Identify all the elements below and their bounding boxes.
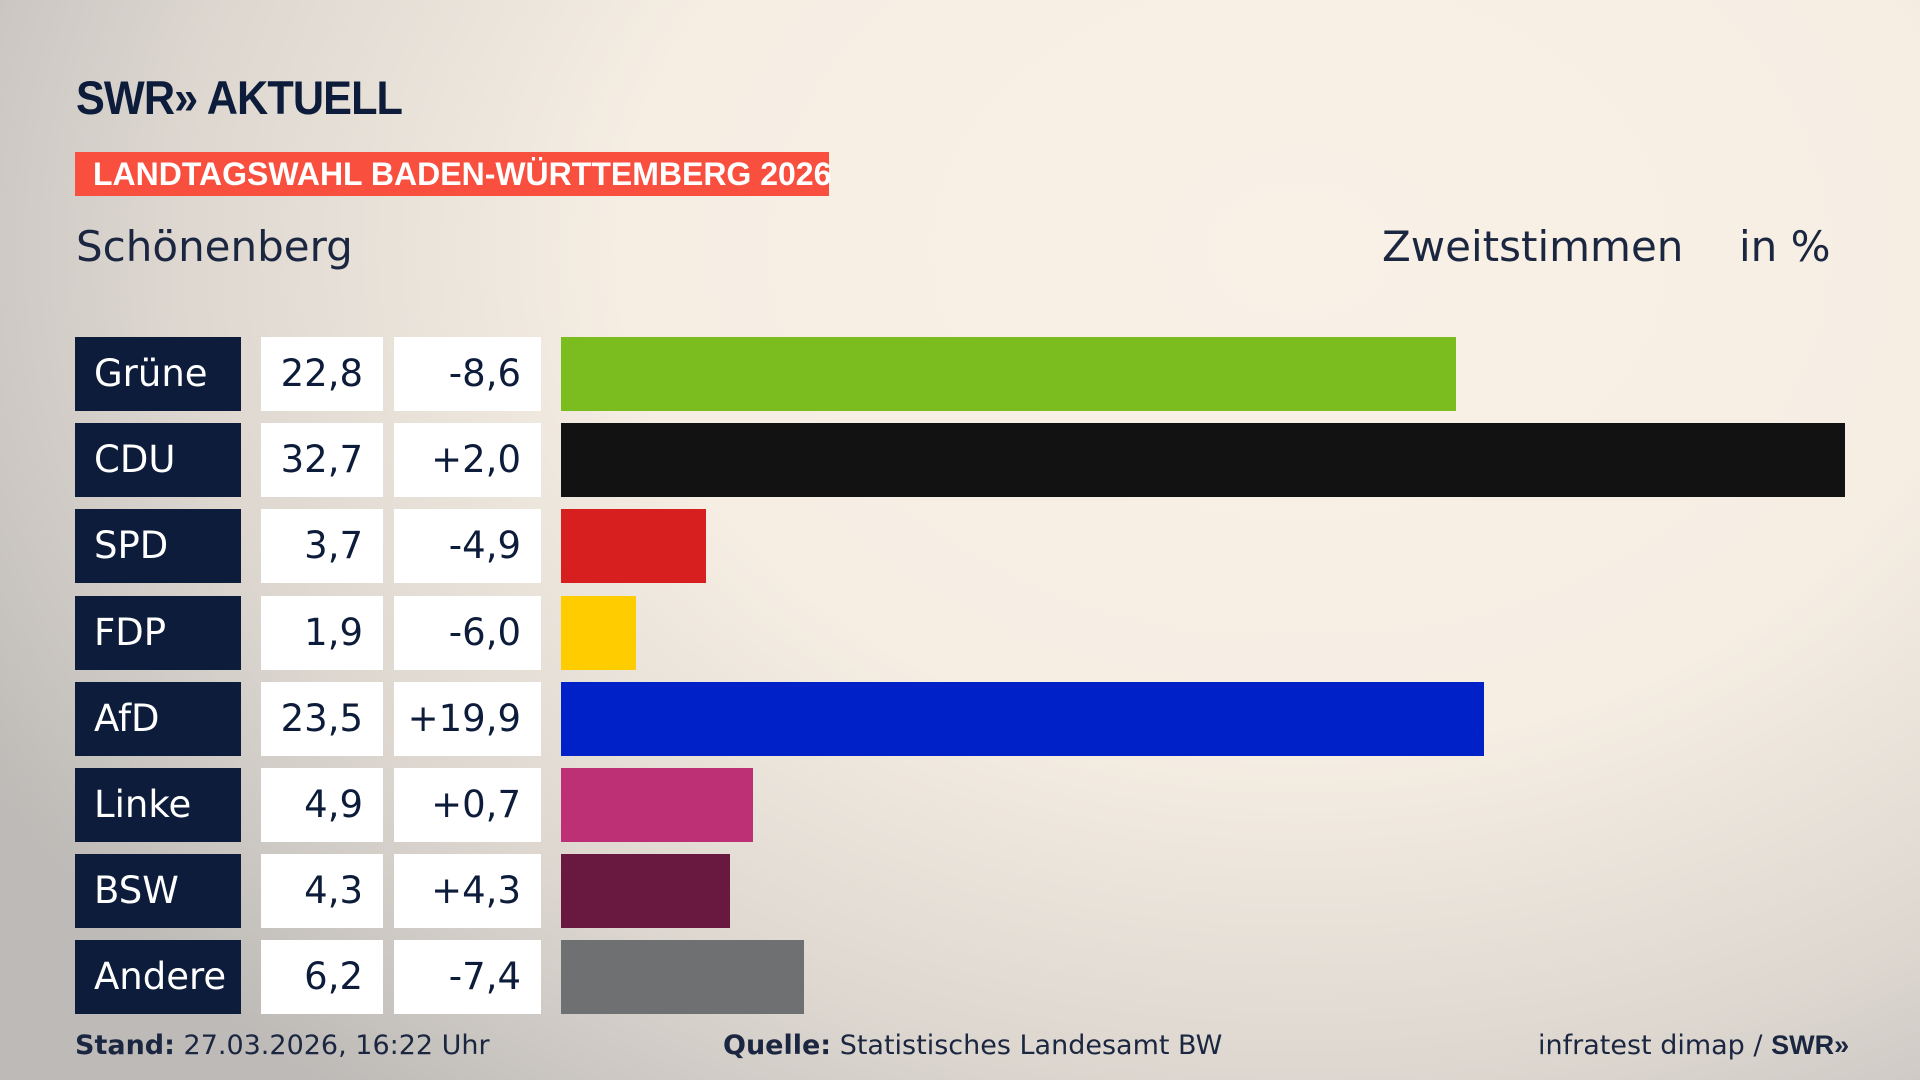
vote-change: +4,3: [394, 854, 541, 929]
vote-change: +19,9: [394, 681, 541, 756]
vote-change: +0,7: [394, 768, 541, 842]
election-banner: LANDTAGSWAHL BADEN-WÜRTTEMBERG 2026: [75, 152, 831, 196]
bar-fdp: [561, 595, 636, 670]
result-row: BSW 4,3 +4,3: [0, 854, 1920, 929]
vote-change: -4,9: [394, 509, 541, 584]
party-label: BSW: [75, 854, 241, 929]
party-label: CDU: [75, 423, 241, 498]
bar-cdu: [561, 423, 1845, 498]
swr-aktuell-logo: SWR» AKTUELL: [76, 71, 403, 124]
vote-share: 1,9: [261, 595, 383, 670]
bar-linke: [561, 768, 754, 842]
result-row: AfD 23,5 +19,9: [0, 681, 1920, 756]
vote-share: 32,7: [261, 423, 383, 498]
vote-share: 4,9: [261, 768, 383, 842]
result-row: SPD 3,7 -4,9: [0, 509, 1920, 584]
vote-share: 22,8: [261, 337, 383, 411]
bar-spd: [561, 509, 707, 584]
party-label: AfD: [75, 681, 241, 756]
timestamp: Stand: 27.03.2026, 16:22 Uhr: [75, 1030, 490, 1061]
vote-change: +2,0: [394, 423, 541, 498]
credit-text: infratest dimap /: [1538, 1030, 1772, 1061]
stand-label: Stand:: [75, 1030, 175, 1061]
party-label: Andere: [75, 940, 241, 1015]
party-label: SPD: [75, 509, 241, 584]
result-row: Linke 4,9 +0,7: [0, 768, 1920, 842]
stand-value: 27.03.2026, 16:22 Uhr: [183, 1030, 490, 1061]
party-label: Grüne: [75, 337, 241, 411]
unit-label: in %: [1739, 222, 1831, 271]
vote-share: 6,2: [261, 940, 383, 1015]
vote-share: 4,3: [261, 854, 383, 929]
vote-change: -8,6: [394, 337, 541, 411]
vote-change: -7,4: [394, 940, 541, 1015]
result-row: Grüne 22,8 -8,6: [0, 337, 1920, 411]
bar-grüne: [561, 337, 1457, 411]
party-label: Linke: [75, 768, 241, 842]
bar-afd: [561, 681, 1484, 756]
vote-change: -6,0: [394, 595, 541, 670]
source-label: Quelle:: [723, 1030, 832, 1061]
municipality-title: Schönenberg: [76, 222, 353, 271]
vote-share: 3,7: [261, 509, 383, 584]
vote-type-label: Zweitstimmen: [1382, 222, 1684, 271]
result-row: Andere 6,2 -7,4: [0, 940, 1920, 1015]
party-label: FDP: [75, 595, 241, 670]
result-row: FDP 1,9 -6,0: [0, 595, 1920, 670]
credit: infratest dimap / SWR»: [1538, 1030, 1849, 1061]
vote-share: 23,5: [261, 681, 383, 756]
swr-logo-small: SWR»: [1771, 1030, 1850, 1060]
bar-andere: [561, 940, 805, 1015]
bar-bsw: [561, 854, 730, 929]
source-value: Statistisches Landesamt BW: [839, 1030, 1223, 1061]
source: Quelle: Statistisches Landesamt BW: [723, 1030, 1222, 1061]
result-row: CDU 32,7 +2,0: [0, 423, 1920, 498]
